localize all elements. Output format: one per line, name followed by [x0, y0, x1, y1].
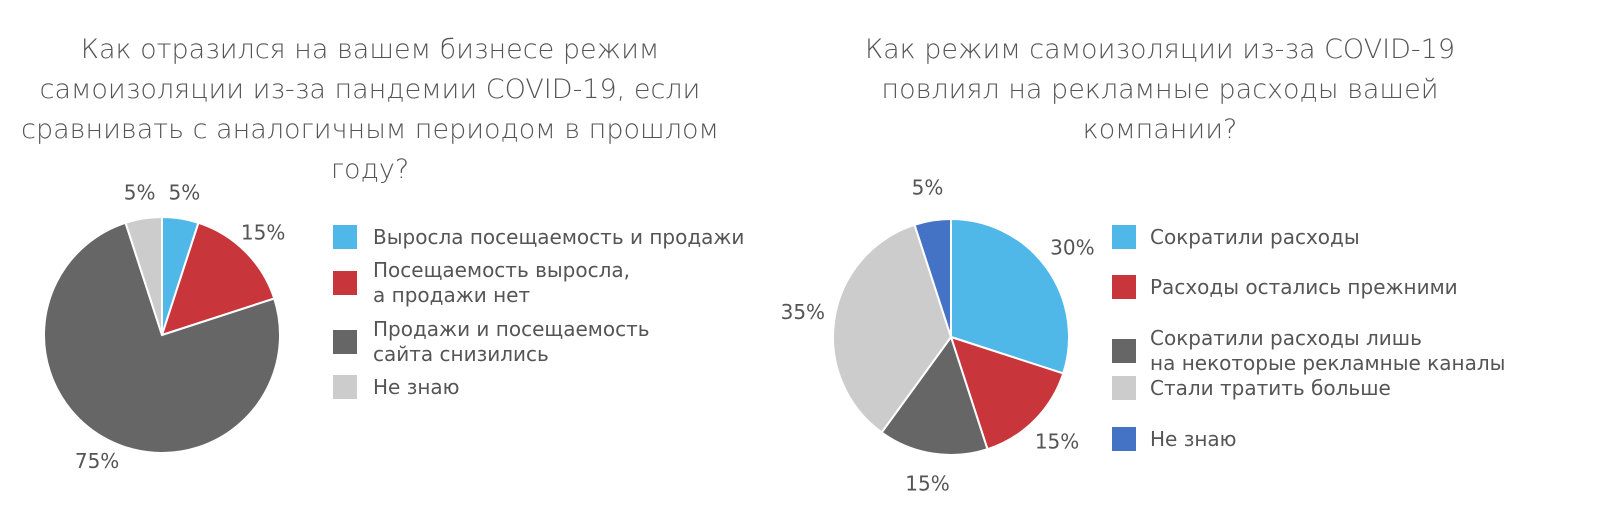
legend-swatch [1112, 225, 1136, 249]
pie-slice [832, 223, 953, 434]
pie-slice [950, 217, 1070, 375]
legend-label: Сократили расходы [1150, 224, 1360, 249]
legend-swatch [333, 271, 357, 295]
legend-swatch [333, 330, 357, 354]
legend-swatch [1112, 275, 1136, 299]
legend-label: Расходы остались прежними [1150, 274, 1458, 299]
data-label: 75% [75, 449, 119, 473]
pie-slice [880, 334, 989, 456]
legend-label: Продажи и посещаемость сайта снизились [373, 317, 650, 366]
legend-label: Стали тратить больше [1150, 375, 1391, 400]
chart-title: Как отразился на вашем бизнесе режим сам… [21, 34, 719, 185]
data-label: 15% [905, 472, 949, 496]
legend-label: Не знаю [1150, 426, 1237, 451]
legend-label: Посещаемость выросла, а продажи нет [373, 258, 630, 307]
chart-title: Как режим самоизоляции из-за COVID-19 по… [864, 34, 1456, 145]
legend-label: Сократили расходы лишь на некоторые рекл… [1150, 326, 1506, 375]
data-label: 5% [124, 180, 156, 204]
pie-slice [913, 217, 952, 338]
legend-swatch [1112, 427, 1136, 451]
data-label: 5% [169, 180, 201, 204]
legend-swatch [333, 375, 357, 399]
data-label: 15% [1035, 430, 1079, 454]
data-label: 35% [781, 300, 825, 324]
pie-slice [124, 215, 163, 336]
data-label: 30% [1050, 235, 1094, 259]
legend-swatch [1112, 339, 1136, 363]
legend-label: Не знаю [373, 374, 460, 399]
legend-swatch [1112, 376, 1136, 400]
legend-swatch [333, 225, 357, 249]
pie-slice [43, 221, 281, 454]
data-label: 5% [912, 175, 944, 199]
data-label: 15% [241, 220, 285, 244]
legend-label: Выросла посещаемость и продажи [373, 224, 745, 249]
